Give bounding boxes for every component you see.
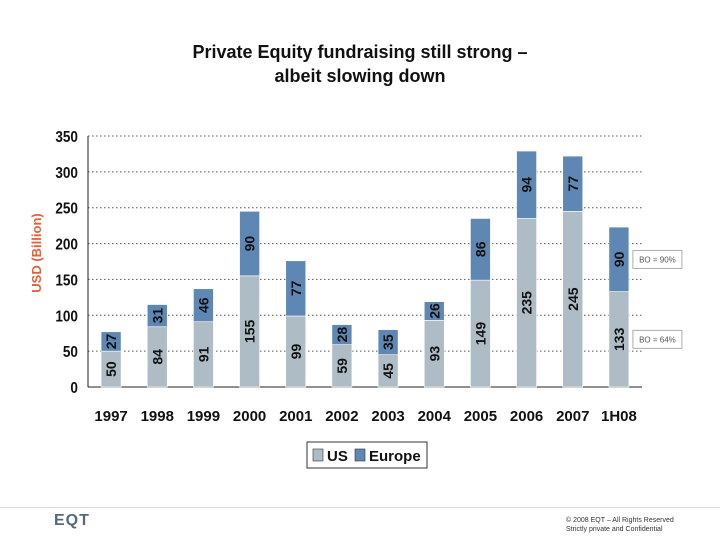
bar-europe-2005 <box>470 218 491 281</box>
data-label-europe: 77 <box>288 280 304 296</box>
copyright-line-2: Strictly private and Confidential <box>566 526 663 533</box>
data-label-us: 91 <box>195 346 211 362</box>
data-label-us: 99 <box>288 344 304 360</box>
data-label-europe: 35 <box>380 334 396 350</box>
y-tick-label: 350 <box>55 129 78 146</box>
x-tick-label: 2006 <box>510 408 543 425</box>
data-label-us: 84 <box>149 349 165 365</box>
x-tick-label: 1999 <box>187 408 220 425</box>
data-label-europe: 26 <box>426 303 442 319</box>
data-label-us: 245 <box>565 287 581 311</box>
bar-europe-2001 <box>285 260 307 317</box>
bar-europe-2007 <box>562 155 584 212</box>
legend-label-europe: Europe <box>369 448 421 465</box>
y-tick-label: 50 <box>63 344 78 361</box>
data-label-europe: 31 <box>149 308 165 324</box>
eqt-logo: EQT <box>54 512 90 529</box>
data-label-us: 59 <box>334 358 350 374</box>
bar-europe-1998 <box>146 304 168 328</box>
annotation-box <box>632 249 683 269</box>
data-label-europe: 77 <box>565 176 581 192</box>
y-tick-label: 100 <box>55 308 78 325</box>
bar-europe-1h08 <box>608 226 630 292</box>
slide-title-line-2: albeit slowing down <box>274 66 446 86</box>
data-label-europe: 94 <box>519 177 535 193</box>
x-tick-label: 2002 <box>325 408 358 425</box>
x-tick-label: 1998 <box>141 408 174 425</box>
bar-europe-1997 <box>100 331 122 352</box>
slide-title-line-1: Private Equity fundraising still strong … <box>192 42 528 62</box>
data-label-us: 155 <box>242 320 258 344</box>
data-label-us: 50 <box>103 361 119 377</box>
legend-swatch-europe <box>354 448 366 462</box>
x-tick-label: 2005 <box>464 408 497 425</box>
bar-europe-2000 <box>239 211 260 277</box>
data-label-europe: 28 <box>334 327 350 343</box>
footer-divider <box>0 507 720 508</box>
annotation-label: BO = 64% <box>639 335 676 344</box>
y-tick-label: 150 <box>55 272 78 289</box>
bar-europe-2002 <box>331 324 353 345</box>
x-tick-label: 2000 <box>233 408 266 425</box>
y-tick-label: 250 <box>55 201 78 218</box>
y-tick-label: 200 <box>55 237 78 254</box>
data-label-us: 93 <box>426 346 442 362</box>
annotation-label: BO = 90% <box>639 255 676 264</box>
copyright-notice: © 2008 EQT – All Rights Reserved Strictl… <box>566 516 674 534</box>
legend-swatch-us <box>312 448 324 462</box>
slide-title: Private Equity fundraising still strong … <box>0 40 720 88</box>
x-tick-label: 2001 <box>279 408 312 425</box>
bar-europe-2004 <box>423 301 445 321</box>
data-label-us: 45 <box>380 363 396 379</box>
x-tick-label: 2007 <box>556 408 589 425</box>
data-label-europe: 90 <box>611 251 627 267</box>
data-label-europe: 86 <box>472 241 488 257</box>
annotation-box <box>632 329 683 349</box>
y-axis-label: USD (Billion) <box>29 213 44 292</box>
bar-europe-2006 <box>516 150 537 219</box>
data-label-us: 133 <box>611 327 627 351</box>
data-label-europe: 27 <box>103 333 119 349</box>
bar-europe-2003 <box>377 329 399 356</box>
x-tick-label: 2003 <box>371 408 404 425</box>
y-tick-label: 300 <box>55 165 78 182</box>
x-tick-label: 1H08 <box>601 408 637 425</box>
legend-box <box>306 441 428 469</box>
data-label-europe: 90 <box>242 236 258 252</box>
copyright-line-1: © 2008 EQT – All Rights Reserved <box>566 517 674 524</box>
legend-label-us: US <box>327 448 348 465</box>
data-label-us: 149 <box>472 322 488 346</box>
y-tick-label: 0 <box>70 380 78 397</box>
x-tick-label: 2004 <box>418 408 452 425</box>
data-label-europe: 46 <box>195 297 211 313</box>
x-tick-label: 1997 <box>94 408 127 425</box>
bar-europe-1999 <box>193 288 214 323</box>
data-label-us: 235 <box>519 291 535 315</box>
